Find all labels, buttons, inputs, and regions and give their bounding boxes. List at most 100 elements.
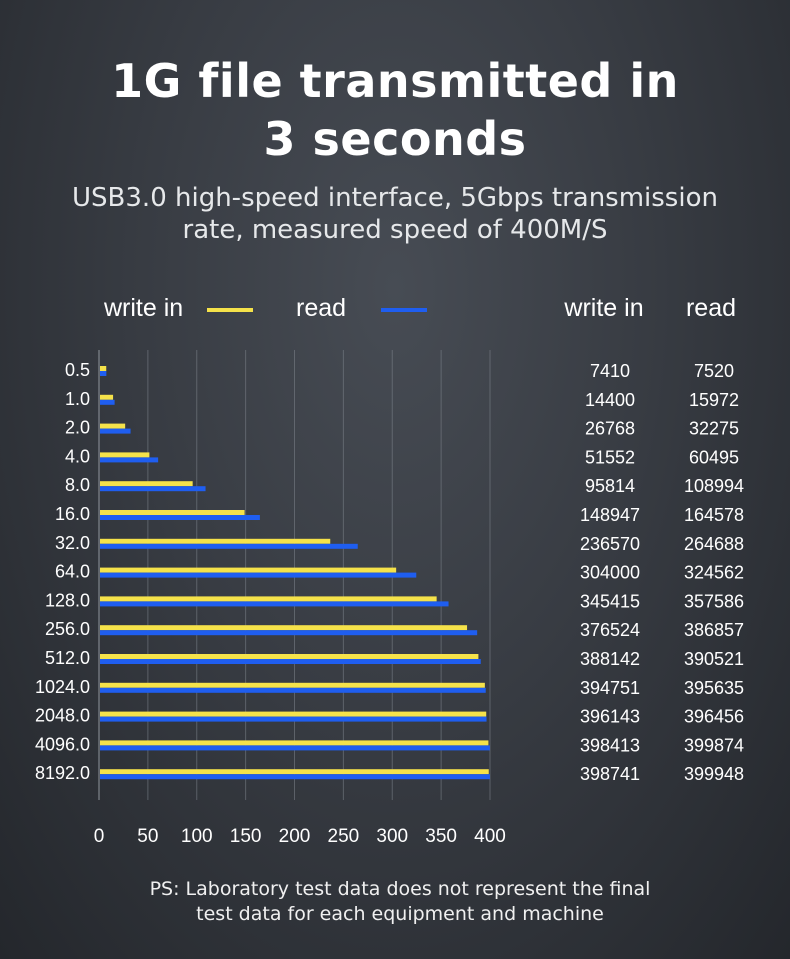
bar-read bbox=[100, 486, 206, 492]
table-header-read: read bbox=[685, 294, 737, 322]
bar-read bbox=[100, 515, 260, 520]
bar-write bbox=[100, 394, 114, 400]
data-label-read: 164578 bbox=[684, 505, 744, 525]
bar-write bbox=[100, 423, 126, 429]
data-label-write: 236570 bbox=[580, 534, 640, 554]
bar-read bbox=[100, 457, 159, 463]
data-label-read: 7520 bbox=[694, 361, 734, 381]
x-tick-label: 300 bbox=[376, 826, 408, 847]
data-label-read: 357586 bbox=[684, 591, 744, 611]
x-tick-label: 50 bbox=[137, 826, 158, 847]
bar-read bbox=[100, 572, 417, 578]
bar-write bbox=[100, 625, 468, 631]
legend-write-swatch bbox=[207, 308, 253, 312]
data-label-read: 264688 bbox=[684, 534, 744, 554]
y-tick-label: 256.0 bbox=[45, 619, 90, 639]
page-title: 1G file transmitted in 3 seconds bbox=[0, 52, 790, 168]
data-label-write: 396143 bbox=[580, 707, 640, 727]
footnote-line-1: PS: Laboratory test data does not repres… bbox=[149, 878, 651, 900]
bar-write bbox=[100, 481, 193, 487]
legend-write-label: write in bbox=[104, 294, 184, 322]
data-label-write: 14400 bbox=[585, 390, 635, 410]
data-label-read: 108994 bbox=[684, 476, 744, 496]
bar-read bbox=[100, 543, 358, 549]
bar-read bbox=[100, 399, 115, 405]
y-tick-label: 512.0 bbox=[45, 648, 90, 668]
bar-write bbox=[100, 538, 331, 544]
y-tick-label: 8.0 bbox=[65, 475, 90, 495]
footnote-line-2: test data for each equipment and machine bbox=[196, 903, 604, 925]
y-tick-label: 8192.0 bbox=[35, 763, 90, 783]
bar-read bbox=[100, 774, 490, 780]
y-tick-label: 1.0 bbox=[65, 389, 90, 409]
y-tick-label: 32.0 bbox=[55, 533, 90, 553]
x-tick-label: 0 bbox=[94, 826, 105, 847]
bar-write bbox=[100, 654, 479, 659]
data-label-read: 390521 bbox=[684, 649, 744, 669]
bar-read bbox=[100, 659, 481, 664]
data-label-write: 95814 bbox=[585, 476, 635, 496]
data-label-read: 15972 bbox=[689, 390, 739, 410]
data-label-write: 388142 bbox=[580, 649, 640, 669]
bar-read bbox=[100, 716, 487, 722]
y-tick-label: 4096.0 bbox=[35, 734, 90, 754]
subtitle-line-2: rate, measured speed of 400M/S bbox=[182, 215, 608, 245]
data-label-write: 398413 bbox=[580, 735, 640, 755]
data-label-write: 304000 bbox=[580, 563, 640, 583]
data-label-write: 148947 bbox=[580, 505, 640, 525]
data-label-read: 386857 bbox=[684, 620, 744, 640]
footnote: PS: Laboratory test data does not repres… bbox=[60, 877, 740, 927]
y-tick-label: 64.0 bbox=[55, 562, 90, 582]
bar-write bbox=[100, 711, 487, 717]
bar-write bbox=[100, 682, 485, 688]
data-label-write: 51552 bbox=[585, 447, 635, 467]
data-label-read: 399874 bbox=[684, 735, 744, 755]
bar-write bbox=[100, 510, 245, 515]
x-tick-label: 100 bbox=[181, 826, 213, 847]
bar-write bbox=[100, 567, 397, 573]
y-tick-label: 16.0 bbox=[55, 504, 90, 524]
x-tick-label: 350 bbox=[425, 826, 457, 847]
subtitle: USB3.0 high-speed interface, 5Gbps trans… bbox=[40, 182, 750, 246]
title-line-1: 1G file transmitted in bbox=[111, 54, 679, 108]
title-line-2: 3 seconds bbox=[263, 112, 527, 166]
x-tick-label: 250 bbox=[328, 826, 360, 847]
bar-write bbox=[100, 366, 107, 371]
data-label-read: 324562 bbox=[684, 563, 744, 583]
subtitle-line-1: USB3.0 high-speed interface, 5Gbps trans… bbox=[72, 183, 718, 213]
bar-read bbox=[100, 371, 107, 376]
bar-read bbox=[100, 687, 486, 693]
bar-write bbox=[100, 596, 437, 602]
data-label-write: 345415 bbox=[580, 591, 640, 611]
y-tick-label: 0.5 bbox=[65, 360, 90, 380]
x-tick-label: 150 bbox=[230, 826, 262, 847]
legend-read-swatch bbox=[381, 308, 427, 312]
bar-read bbox=[100, 630, 478, 636]
data-label-write: 26768 bbox=[585, 419, 635, 439]
data-label-read: 60495 bbox=[689, 447, 739, 467]
y-tick-label: 2048.0 bbox=[35, 706, 90, 726]
y-tick-label: 128.0 bbox=[45, 590, 90, 610]
y-tick-label: 1024.0 bbox=[35, 677, 90, 697]
x-tick-label: 400 bbox=[474, 826, 506, 847]
bar-write bbox=[100, 769, 489, 775]
x-tick-label: 200 bbox=[279, 826, 311, 847]
bar-write bbox=[100, 452, 150, 458]
data-label-read: 32275 bbox=[689, 419, 739, 439]
legend-read-label: read bbox=[296, 294, 347, 322]
bar-read bbox=[100, 745, 490, 751]
bar-write bbox=[100, 740, 489, 746]
data-label-read: 395635 bbox=[684, 678, 744, 698]
data-label-write: 376524 bbox=[580, 620, 640, 640]
data-label-write: 394751 bbox=[580, 678, 640, 698]
data-label-write: 398741 bbox=[580, 764, 640, 784]
data-label-read: 399948 bbox=[684, 764, 744, 784]
y-tick-label: 4.0 bbox=[65, 446, 90, 466]
data-label-read: 396456 bbox=[684, 707, 744, 727]
y-tick-label: 2.0 bbox=[65, 418, 90, 438]
data-label-write: 7410 bbox=[590, 361, 630, 381]
table-header-write: write in bbox=[564, 294, 644, 322]
bar-read bbox=[100, 428, 131, 434]
bar-read bbox=[100, 601, 449, 607]
